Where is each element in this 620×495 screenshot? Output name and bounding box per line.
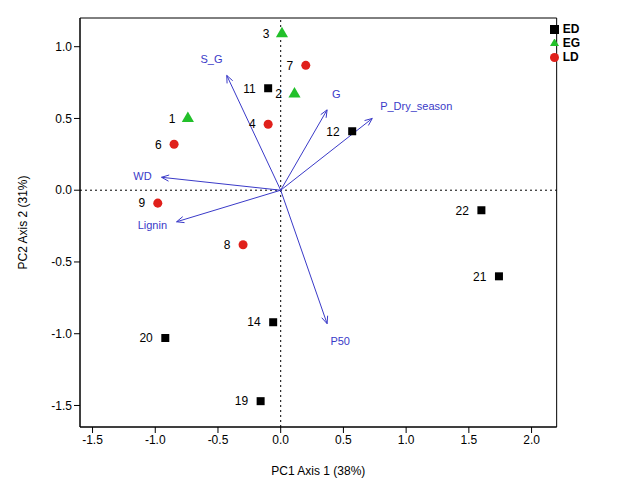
svg-text:-0.5: -0.5: [51, 255, 72, 269]
svg-text:WD: WD: [133, 170, 151, 182]
svg-text:G: G: [332, 88, 341, 100]
svg-text:19: 19: [235, 394, 249, 408]
svg-text:1: 1: [169, 112, 176, 126]
svg-text:-1.0: -1.0: [51, 327, 72, 341]
svg-text:12: 12: [326, 125, 340, 139]
svg-text:0.0: 0.0: [272, 433, 289, 447]
svg-text:8: 8: [224, 238, 231, 252]
svg-text:4: 4: [249, 117, 256, 131]
svg-text:2: 2: [275, 87, 282, 101]
svg-text:-0.5: -0.5: [208, 433, 229, 447]
svg-text:1.5: 1.5: [461, 433, 478, 447]
svg-text:PC1 Axis 1 (38%): PC1 Axis 1 (38%): [271, 464, 365, 478]
svg-text:11: 11: [243, 82, 256, 96]
svg-text:S_G: S_G: [200, 53, 222, 65]
html-text:EG: EG: [562, 36, 580, 50]
svg-text:21: 21: [473, 270, 487, 284]
svg-text:-1.5: -1.5: [51, 399, 72, 413]
svg-text:0.5: 0.5: [55, 112, 72, 126]
svg-text:1.0: 1.0: [55, 40, 72, 54]
svg-text:0.5: 0.5: [335, 433, 352, 447]
svg-text:-1.5: -1.5: [82, 433, 103, 447]
svg-text:20: 20: [139, 331, 153, 345]
svg-text:P_Dry_season: P_Dry_season: [380, 100, 452, 112]
svg-text:1.0: 1.0: [398, 433, 415, 447]
html-text:ED: ED: [562, 22, 580, 36]
svg-text:9: 9: [139, 196, 146, 210]
svg-text:P50: P50: [330, 335, 350, 347]
svg-text:Lignin: Lignin: [138, 219, 167, 231]
svg-text:-1.0: -1.0: [145, 433, 166, 447]
svg-text:3: 3: [263, 27, 270, 41]
svg-text:22: 22: [456, 204, 470, 218]
svg-text:7: 7: [287, 59, 294, 73]
svg-text:2.0: 2.0: [523, 433, 540, 447]
svg-text:6: 6: [155, 138, 162, 152]
svg-text:14: 14: [247, 315, 261, 329]
html-text:LD: LD: [562, 50, 579, 64]
svg-text:PC2 Axis 2 (31%): PC2 Axis 2 (31%): [16, 175, 30, 269]
svg-text:0.0: 0.0: [55, 183, 72, 197]
